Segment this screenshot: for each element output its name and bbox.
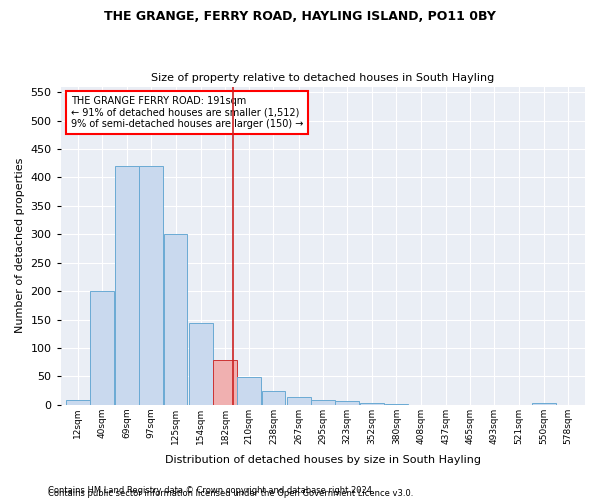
Bar [115,166,139,404]
Y-axis label: Number of detached properties: Number of detached properties [15,158,25,334]
Bar [90,291,114,405]
Bar [238,378,261,404]
X-axis label: Distribution of detached houses by size in South Hayling: Distribution of detached houses by size … [165,455,481,465]
Bar [335,401,359,404]
Text: Contains HM Land Registry data © Crown copyright and database right 2024.: Contains HM Land Registry data © Crown c… [48,486,374,495]
Bar [361,403,384,404]
Title: Size of property relative to detached houses in South Hayling: Size of property relative to detached ho… [151,73,494,83]
Text: Contains public sector information licensed under the Open Government Licence v3: Contains public sector information licen… [48,488,413,498]
Bar [213,360,237,405]
Bar [532,403,556,404]
Bar [311,400,335,404]
Text: THE GRANGE FERRY ROAD: 191sqm
← 91% of detached houses are smaller (1,512)
9% of: THE GRANGE FERRY ROAD: 191sqm ← 91% of d… [71,96,304,130]
Text: THE GRANGE, FERRY ROAD, HAYLING ISLAND, PO11 0BY: THE GRANGE, FERRY ROAD, HAYLING ISLAND, … [104,10,496,23]
Bar [262,390,286,404]
Bar [189,324,212,404]
Bar [139,166,163,404]
Bar [164,234,187,404]
Bar [287,398,311,404]
Bar [66,400,89,404]
